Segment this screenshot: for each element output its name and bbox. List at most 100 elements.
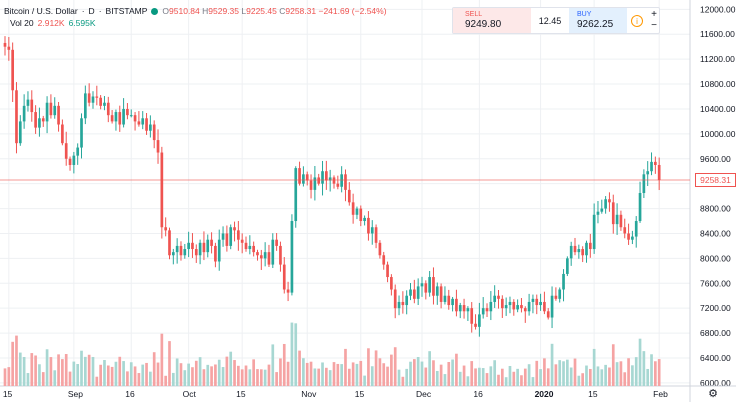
candle-body — [302, 174, 305, 184]
volume-bar — [328, 370, 332, 386]
candle-body — [22, 105, 26, 122]
volume-bar — [390, 354, 393, 386]
candle-body — [57, 105, 60, 125]
volume-bar — [137, 373, 141, 386]
candle-body — [183, 249, 187, 256]
candle-body — [259, 255, 263, 259]
volume-bar — [321, 362, 324, 386]
volume-bar — [68, 371, 72, 386]
volume-bar — [546, 368, 550, 386]
volume-bar — [401, 376, 405, 386]
candle-body — [458, 305, 462, 312]
candle-body — [627, 233, 630, 240]
candle-body — [355, 208, 359, 215]
volume-bar — [267, 364, 271, 386]
y-tick-label: 11600.00 — [700, 29, 735, 39]
candle-body — [650, 161, 653, 172]
candle-body — [202, 242, 206, 253]
volume-bar — [627, 358, 630, 386]
volume-bar — [317, 368, 321, 386]
candle-body — [214, 245, 217, 262]
minus-icon[interactable]: − — [651, 20, 657, 31]
plus-icon[interactable]: + — [651, 9, 657, 20]
x-tick-label: 15 — [355, 389, 365, 399]
y-tick-label: 6400.00 — [700, 353, 731, 363]
volume-bar — [493, 360, 497, 386]
candle-body — [374, 227, 378, 243]
volume-bar — [302, 358, 305, 386]
volume-bar — [642, 351, 646, 386]
candle-body — [340, 174, 343, 187]
buy-label: BUY — [577, 11, 592, 18]
x-tick-label: Oct — [183, 389, 197, 399]
candle-body — [41, 118, 45, 122]
x-tick-label: 15 — [588, 389, 598, 399]
volume-bar — [367, 348, 370, 386]
candle-body — [596, 211, 600, 215]
candle-body — [409, 289, 412, 296]
volume-bar — [596, 366, 600, 386]
x-tick-label: 16 — [125, 389, 135, 399]
candle-body — [229, 227, 233, 246]
candle-body — [608, 199, 611, 203]
volume-bar — [252, 359, 256, 386]
market-status-icon — [151, 7, 159, 15]
volume-bar — [237, 365, 240, 386]
candle-body — [145, 118, 148, 131]
volume-bar — [481, 368, 485, 386]
candle-body — [290, 221, 294, 293]
gear-icon[interactable]: ⚙ — [708, 387, 718, 400]
candle-body — [370, 227, 374, 234]
volume-bar — [363, 375, 366, 386]
y-tick-label: 10800.00 — [700, 79, 736, 89]
volume-bar — [355, 363, 359, 386]
candle-body — [279, 245, 282, 265]
candle-body — [53, 105, 57, 116]
candle-body — [126, 108, 129, 116]
volume-label: Vol 20 — [10, 18, 34, 28]
y-tick-label: 12000.00 — [700, 4, 736, 14]
candle-body — [206, 239, 210, 253]
candle-body — [493, 295, 497, 302]
volume-bar — [604, 364, 607, 386]
trade-widget: SELL 9249.80 12.45 BUY 9262.25 i + − — [452, 7, 660, 34]
y-tick-label: 10400.00 — [700, 104, 736, 114]
volume-bar — [619, 361, 623, 386]
buy-button[interactable]: BUY 9262.25 — [569, 8, 627, 33]
volume-bar — [168, 341, 171, 386]
candle-body — [478, 314, 481, 327]
legend-sep-1: · — [81, 6, 85, 16]
volume-bar — [202, 369, 206, 386]
candle-body — [133, 115, 137, 122]
symbol-interval: D — [88, 6, 95, 16]
candle-body — [439, 286, 443, 302]
candle-body — [558, 289, 562, 299]
candle-body — [30, 99, 34, 113]
volume-bar — [497, 374, 500, 386]
candle-body — [527, 301, 531, 312]
candle-body — [233, 227, 236, 231]
candle-body — [550, 295, 554, 318]
volume-bar — [214, 364, 217, 386]
sell-button[interactable]: SELL 9249.80 — [453, 8, 531, 33]
volume-bar — [500, 368, 504, 386]
info-icon[interactable]: i — [631, 15, 643, 27]
candle-body — [168, 230, 171, 256]
volume-bar — [650, 354, 653, 386]
candle-body — [367, 217, 370, 234]
volume-bar — [657, 359, 661, 386]
low-value: 9225.45 — [246, 6, 277, 16]
spread-value: 12.45 — [538, 15, 562, 26]
volume-bar — [152, 352, 156, 386]
candle-body — [321, 171, 324, 184]
volume-bar — [91, 356, 95, 386]
candle-body — [516, 305, 519, 310]
volume-bar — [409, 361, 412, 386]
volume-bar — [129, 362, 133, 386]
ohlc-values: O9510.84 H9529.35 L9225.45 C9258.31 −241… — [162, 6, 386, 16]
sell-label: SELL — [465, 11, 483, 18]
volume-bar — [279, 358, 282, 386]
candle-body — [160, 152, 164, 228]
